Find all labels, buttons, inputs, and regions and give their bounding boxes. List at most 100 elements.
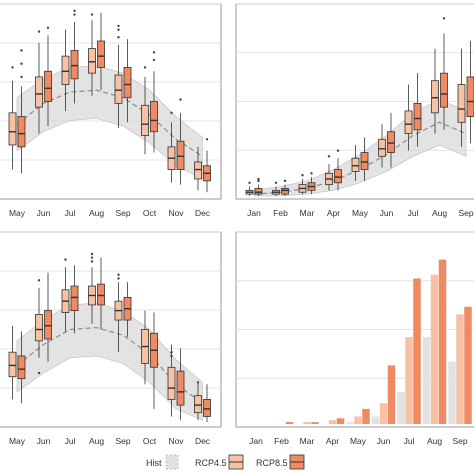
panel-3-rcp45-box-dec-iqr: [194, 395, 202, 414]
panel-1-rcp85-box-nov-iqr: [176, 140, 185, 170]
panel-2-rcp45-box-apr: [325, 155, 333, 191]
panel-1-rcp45-box-dec-iqr: [194, 161, 202, 180]
panel-4-x-tick-jan: Jan: [249, 436, 263, 446]
panel-1-rcp85-box-sep-iqr: [123, 67, 132, 99]
panel-4-rcp85-bar-apr: [336, 418, 345, 424]
panel-2-rcp45-box-jun: [378, 124, 386, 168]
panel-1-rcp45-box-aug-iqr: [88, 48, 96, 74]
panel-1-x-tick-dec: Dec: [195, 208, 211, 218]
panel-1-rcp45-box-sep: [114, 24, 123, 128]
panel-2-rcp45-box-jun-iqr: [378, 138, 386, 157]
panel-2-rcp45-box-jul: [404, 84, 413, 151]
panel-2-rcp85-box-mar-outlier-0: [310, 172, 313, 175]
panel-1-rcp45-box-may-iqr: [8, 112, 17, 146]
panel-3-rcp45-box-nov: [167, 344, 176, 417]
panel-1-rcp45-box-jul-iqr: [61, 55, 70, 85]
panel-3-rcp45-box-aug: [88, 252, 96, 324]
panel-2-rcp85-box-aug: [440, 17, 448, 130]
panel-2-rcp45-box-may-iqr: [351, 157, 360, 172]
legend-hist-key: [165, 454, 179, 470]
panel-3-rcp45-box-jun-outlier-0: [37, 371, 41, 375]
panel-2-rcp85-box-sep-iqr: [466, 76, 474, 118]
panel-2-hist-ribbon: [253, 99, 467, 197]
panel-1-rcp85-box-dec: [203, 138, 211, 193]
panel-3-x-tick-dec: Dec: [195, 436, 211, 446]
panel-2-rcp45-box-jan: [245, 181, 254, 196]
panel-2-rcp45-box-may: [351, 144, 360, 181]
panel-1-x-tick-aug: Aug: [89, 208, 104, 218]
panel-3-rcp45-box-jul-outlier-0: [64, 258, 67, 261]
panel-2-rcp85-box-sep: [466, 41, 474, 144]
panel-3-rcp85-box-oct: [150, 312, 158, 409]
panel-4-rcp85-bar-jun: [387, 365, 396, 424]
panel-2-rcp45-box-aug: [431, 48, 439, 134]
panel-1-rcp85-box-may: [17, 49, 26, 174]
panel-2-x-tick-aug: Aug: [432, 208, 447, 218]
panel-1-rcp45-box-jun-outlier-0: [37, 30, 41, 33]
panel-2-x-tick-jul: Jul: [408, 208, 419, 218]
panel-3-rcp45-box-jun-iqr: [35, 313, 43, 342]
panel-4-rcp45-bar-apr: [328, 420, 337, 424]
panel-4-x-tick-aug: Aug: [427, 436, 442, 446]
panel-3-rcp45-box-may-iqr: [8, 351, 17, 378]
panel-3-rcp45-box-sep: [114, 273, 123, 353]
panel-3-x-tick-jun: Jun: [37, 436, 51, 446]
panel-3-rcp85-box-jun-iqr: [44, 310, 52, 340]
panel-3-rcp85-box-nov-iqr: [176, 370, 185, 406]
panel-1-rcp85-box-nov-outlier-0: [179, 98, 182, 101]
panel-3-rcp85-box-aug: [97, 257, 105, 330]
panel-3-rcp45-box-dec: [194, 381, 202, 421]
panel-1-rcp45-box-oct-iqr: [141, 104, 149, 136]
panel-2-rcp85-box-mar: [307, 172, 316, 195]
panel-4-rcp45-bar-jun: [379, 403, 388, 424]
panel-1-x-tick-jul: Jul: [65, 208, 76, 218]
panel-4-rcp85-bar-aug: [438, 259, 447, 424]
panel-2-rcp45-box-jan-outlier-0: [248, 181, 251, 184]
panel-2-rcp45-box-feb: [272, 181, 280, 196]
panel-2-rcp45-box-apr-outlier-0: [327, 155, 331, 158]
panel-2-rcp85-box-jan: [254, 177, 263, 196]
panel-3-rcp45-box-jul: [61, 258, 70, 332]
panel-2-rcp85-box-aug-outlier-0: [442, 17, 446, 20]
panel-3-rcp45-box-jun: [35, 279, 43, 375]
panel-2-rcp45-box-aug-iqr: [431, 80, 439, 114]
legend: Hist RCP4.5 RCP8.5: [146, 454, 305, 470]
panel-1-rcp85-box-jul-outlier-1: [73, 9, 76, 12]
panel-4: Jan Feb Mar Apr May Jun Jul Aug Sep: [235, 231, 474, 446]
panel-4-x-tick-mar: Mar: [300, 436, 315, 446]
panel-3-rcp85-box-may: [17, 331, 26, 404]
panel-1-rcp85-box-aug: [97, 12, 105, 91]
panel-4-x-tick-sep: Sep: [452, 436, 467, 446]
panel-1-rcp45-box-sep-outlier-0: [117, 36, 120, 39]
panel-2-x-tick-may: May: [352, 208, 369, 218]
panel-3-rcp45-box-aug-outlier-2: [90, 252, 94, 256]
panel-2-rcp85-box-jun: [387, 112, 395, 168]
panel-3-x-tick-sep: Sep: [115, 436, 130, 446]
panel-2-rcp85-box-jul: [413, 73, 422, 147]
panel-4-hist-bar-sep: [448, 361, 456, 424]
panel-1-rcp45-box-jul: [61, 29, 70, 111]
panel-2-rcp85-box-feb-outlier-0: [283, 179, 287, 183]
panel-2-x-tick-mar: Mar: [300, 208, 315, 218]
panel-2-rcp45-box-sep-iqr: [457, 84, 466, 123]
panel-1-rcp85-box-sep: [123, 39, 132, 123]
panel-4-rcp45-bar-sep: [456, 314, 464, 424]
panel-3-rcp85-box-dec: [203, 384, 211, 423]
panel-1-rcp45-box-jun-iqr: [35, 76, 43, 108]
panel-2-rcp85-box-jun-iqr: [387, 131, 395, 153]
panel-1-x-tick-oct: Oct: [143, 208, 157, 218]
panel-1-rcp85-box-oct-outlier-1: [152, 51, 156, 54]
panel-3-rcp45-box-may: [8, 325, 17, 400]
panel-1-rcp85-box-may-outlier-0: [20, 75, 23, 79]
panel-1-x-tick-sep: Sep: [115, 208, 130, 218]
panel-2-x-tick-jan: Jan: [247, 208, 261, 218]
panel-1-rcp85-box-jun: [44, 26, 52, 127]
panel-4-rcp45-bar-jul: [405, 337, 413, 424]
panel-3-rcp85-box-jul-iqr: [70, 285, 79, 311]
panel-3-x-tick-nov: Nov: [168, 436, 184, 446]
panel-1-rcp85-box-may-iqr: [17, 116, 26, 148]
panel-1: May Jun Jul Aug Sep Oct Nov Dec: [0, 3, 222, 218]
panel-1-rcp45-box-may: [8, 66, 17, 170]
panel-3-rcp85-box-aug-iqr: [97, 283, 105, 306]
panel-1-rcp45-box-nov-outlier-0: [170, 111, 173, 115]
